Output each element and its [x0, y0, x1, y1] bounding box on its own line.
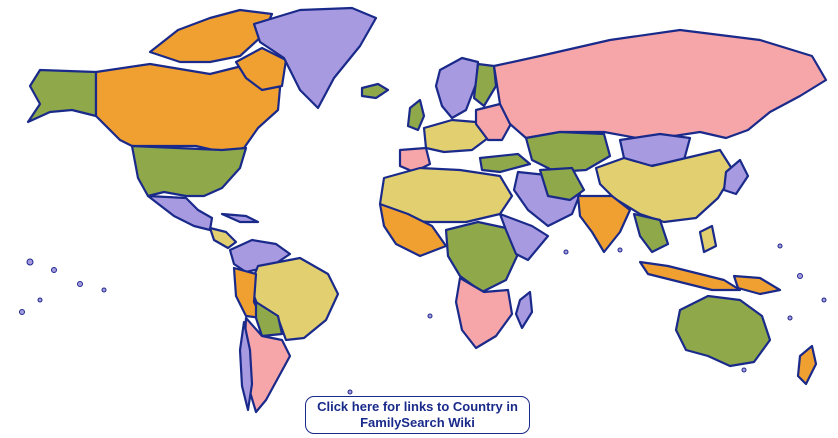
- region-west-africa[interactable]: [378, 202, 448, 258]
- region-scandinavia[interactable]: [434, 56, 480, 120]
- region-new-guinea[interactable]: [732, 274, 782, 296]
- region-western-europe[interactable]: [422, 118, 490, 154]
- region-bolivia[interactable]: [254, 300, 284, 338]
- region-caribbean[interactable]: [220, 212, 260, 224]
- region-russia[interactable]: [492, 28, 828, 142]
- cta-line-2: FamilySearch Wiki: [360, 415, 475, 430]
- region-mexico[interactable]: [146, 194, 214, 232]
- region-australia[interactable]: [674, 294, 772, 368]
- region-greenland[interactable]: [252, 6, 378, 110]
- region-indonesia[interactable]: [638, 260, 742, 292]
- region-iran[interactable]: [538, 166, 586, 202]
- country-wiki-link-button[interactable]: Click here for links to Country in Famil…: [305, 396, 530, 434]
- region-iceland[interactable]: [360, 82, 390, 100]
- region-madagascar[interactable]: [514, 290, 534, 330]
- region-kazakhstan[interactable]: [524, 130, 612, 174]
- island-dots: [19, 243, 827, 395]
- region-canada[interactable]: [94, 62, 282, 154]
- region-turkey[interactable]: [478, 152, 532, 174]
- region-baffin-island[interactable]: [234, 46, 288, 92]
- region-finland[interactable]: [472, 62, 498, 108]
- region-usa[interactable]: [130, 144, 248, 198]
- region-central-america[interactable]: [208, 226, 238, 250]
- region-east-africa[interactable]: [498, 212, 550, 262]
- region-india[interactable]: [576, 194, 632, 254]
- region-southeast-asia[interactable]: [632, 212, 670, 254]
- region-new-zealand[interactable]: [796, 344, 818, 386]
- region-alaska[interactable]: [26, 68, 98, 124]
- region-brazil[interactable]: [248, 256, 340, 342]
- region-central-africa[interactable]: [444, 220, 520, 294]
- region-chile[interactable]: [238, 320, 254, 412]
- region-japan[interactable]: [722, 158, 750, 196]
- region-southern-africa[interactable]: [454, 276, 514, 350]
- cta-line-1: Click here for links to Country in: [317, 399, 518, 414]
- region-philippines[interactable]: [698, 224, 718, 254]
- region-uk[interactable]: [406, 98, 426, 132]
